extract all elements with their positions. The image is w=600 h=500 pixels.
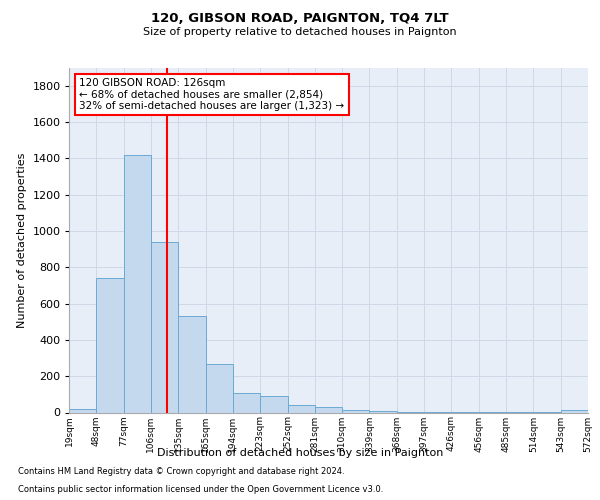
- Bar: [178, 316, 206, 412]
- Bar: [342, 410, 370, 412]
- Bar: [151, 242, 178, 412]
- Text: Distribution of detached houses by size in Paignton: Distribution of detached houses by size …: [157, 448, 443, 458]
- Bar: [370, 410, 397, 412]
- Bar: [206, 364, 233, 412]
- Y-axis label: Number of detached properties: Number of detached properties: [17, 152, 27, 328]
- Text: Size of property relative to detached houses in Paignton: Size of property relative to detached ho…: [143, 27, 457, 37]
- Bar: [260, 396, 287, 412]
- Bar: [69, 409, 97, 412]
- Bar: [560, 410, 588, 412]
- Bar: [233, 394, 260, 412]
- Text: 120 GIBSON ROAD: 126sqm
← 68% of detached houses are smaller (2,854)
32% of semi: 120 GIBSON ROAD: 126sqm ← 68% of detache…: [79, 78, 344, 111]
- Text: Contains public sector information licensed under the Open Government Licence v3: Contains public sector information licen…: [18, 485, 383, 494]
- Bar: [315, 408, 342, 412]
- Bar: [124, 154, 151, 412]
- Text: 120, GIBSON ROAD, PAIGNTON, TQ4 7LT: 120, GIBSON ROAD, PAIGNTON, TQ4 7LT: [151, 12, 449, 24]
- Bar: [287, 405, 315, 412]
- Text: Contains HM Land Registry data © Crown copyright and database right 2024.: Contains HM Land Registry data © Crown c…: [18, 467, 344, 476]
- Bar: [97, 278, 124, 412]
